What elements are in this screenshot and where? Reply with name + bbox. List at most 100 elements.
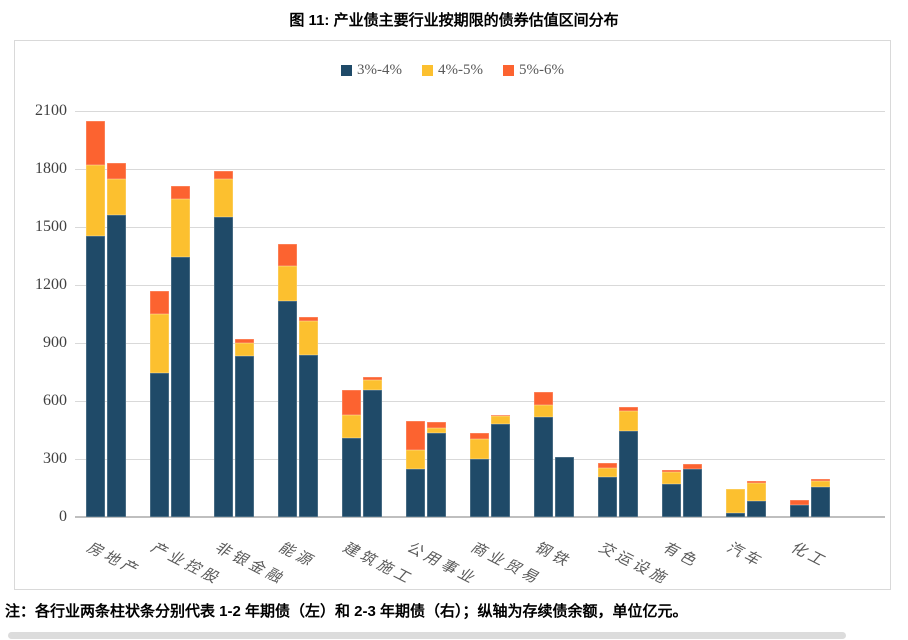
bar-segment-5%-6% — [790, 499, 809, 506]
bar-segment-4%-5% — [150, 314, 169, 373]
y-axis-tick-label: 1800 — [35, 160, 67, 177]
bar-segment-5%-6% — [299, 316, 318, 321]
legend-swatch-icon — [341, 65, 352, 76]
y-axis-tick-label: 0 — [59, 508, 67, 525]
bar-segment-4%-5% — [107, 178, 126, 216]
bar-segment-3%-4% — [790, 505, 809, 517]
stacked-bar-term-2-3y — [619, 406, 638, 517]
x-axis-line — [75, 516, 885, 518]
y-axis-tick-label: 300 — [43, 450, 67, 467]
bar-segment-5%-6% — [747, 481, 766, 484]
bar-segment-4%-5% — [427, 428, 446, 433]
stacked-bar-term-2-3y — [171, 186, 190, 517]
bar-segment-3%-4% — [107, 215, 126, 517]
chart-title: 图 11: 产业债主要行业按期限的债券估值区间分布 — [289, 12, 619, 29]
footnote: 注：各行业两条柱状条分别代表 1-2 年期债（左）和 2-3 年期债（右）；纵轴… — [5, 603, 688, 620]
gridline — [75, 342, 885, 344]
bar-segment-3%-4% — [811, 487, 830, 517]
bar-segment-3%-4% — [363, 390, 382, 517]
bar-segment-4%-5% — [470, 438, 489, 459]
bar-segment-5%-6% — [811, 479, 830, 482]
bar-segment-4%-5% — [598, 467, 617, 478]
stacked-bar-term-2-3y — [107, 163, 126, 517]
bar-segment-5%-6% — [470, 432, 489, 439]
bar-segment-5%-6% — [86, 120, 105, 166]
bar-segment-3%-4% — [406, 468, 425, 517]
legend-label: 3%-4% — [357, 62, 402, 78]
bar-segment-3%-4% — [747, 500, 766, 517]
bar-segment-3%-4% — [470, 459, 489, 517]
bar-segment-4%-5% — [235, 343, 254, 356]
legend-item: 3%-4% — [341, 62, 402, 79]
stacked-bar-term-1-2y — [406, 421, 425, 517]
stacked-bar-term-1-2y — [214, 170, 233, 517]
bar-segment-4%-5% — [534, 404, 553, 418]
stacked-bar-term-2-3y — [491, 414, 510, 517]
bar-segment-4%-5% — [491, 416, 510, 425]
stacked-bar-term-2-3y — [555, 457, 574, 517]
bar-segment-3%-4% — [214, 217, 233, 517]
stacked-bar-term-1-2y — [86, 120, 105, 517]
bar-segment-4%-5% — [811, 481, 830, 488]
bar-segment-4%-5% — [171, 198, 190, 257]
stacked-bar-term-2-3y — [747, 481, 766, 517]
legend-item: 5%-6% — [503, 62, 564, 79]
gridline — [75, 400, 885, 402]
bar-segment-5%-6% — [427, 422, 446, 429]
bar-segment-3%-4% — [150, 372, 169, 517]
stacked-bar-term-1-2y — [150, 290, 169, 517]
bar-segment-4%-5% — [214, 178, 233, 218]
y-axis-tick-label: 600 — [43, 392, 67, 409]
bar-segment-5%-6% — [491, 414, 510, 417]
stacked-bar-term-1-2y — [534, 392, 553, 517]
bar-segment-3%-4% — [683, 468, 702, 517]
bar-segment-3%-4% — [342, 437, 361, 517]
bar-segment-5%-6% — [278, 244, 297, 266]
bar-segment-4%-5% — [278, 265, 297, 302]
stacked-bar-term-2-3y — [363, 376, 382, 517]
bar-segment-4%-5% — [86, 165, 105, 236]
stacked-bar-term-2-3y — [427, 422, 446, 517]
stacked-bar-term-1-2y — [470, 432, 489, 517]
legend-swatch-icon — [503, 65, 514, 76]
stacked-bar-term-2-3y — [683, 463, 702, 517]
bar-segment-4%-5% — [406, 450, 425, 469]
legend: 3%-4% 4%-5% 5%-6% — [15, 62, 890, 79]
stacked-bar-term-1-2y — [598, 462, 617, 517]
stacked-bar-term-2-3y — [811, 479, 830, 517]
bar-segment-3%-4% — [726, 513, 745, 517]
bar-segment-5%-6% — [534, 392, 553, 405]
legend-item: 4%-5% — [422, 62, 483, 79]
bar-segment-5%-6% — [619, 406, 638, 411]
bar-segment-3%-4% — [534, 417, 553, 517]
bar-segment-3%-4% — [299, 354, 318, 517]
stacked-bar-term-1-2y — [726, 488, 745, 517]
bar-segment-5%-6% — [662, 469, 681, 472]
bar-segment-3%-4% — [555, 457, 574, 517]
bar-segment-4%-5% — [619, 410, 638, 431]
bar-segment-3%-4% — [662, 484, 681, 517]
bar-segment-4%-5% — [662, 471, 681, 485]
bar-segment-4%-5% — [747, 483, 766, 501]
bar-segment-4%-5% — [342, 414, 361, 438]
legend-swatch-icon — [422, 65, 433, 76]
gridline — [75, 168, 885, 170]
bar-segment-3%-4% — [171, 256, 190, 517]
stacked-bar-term-2-3y — [299, 316, 318, 517]
stacked-bar-term-1-2y — [342, 390, 361, 517]
legend-label: 4%-5% — [438, 62, 483, 78]
y-axis-tick-label: 2100 — [35, 102, 67, 119]
gridline — [75, 110, 885, 112]
bar-segment-4%-5% — [363, 379, 382, 391]
bar-segment-5%-6% — [171, 186, 190, 199]
bar-segment-3%-4% — [598, 477, 617, 517]
bar-segment-5%-6% — [214, 170, 233, 179]
legend-label: 5%-6% — [519, 62, 564, 78]
gridline — [75, 226, 885, 228]
y-axis-tick-label: 900 — [43, 334, 67, 351]
bar-segment-3%-4% — [427, 432, 446, 517]
horizontal-scrollbar-thumb[interactable] — [8, 632, 846, 639]
bar-segment-5%-6% — [363, 376, 382, 380]
bar-segment-3%-4% — [619, 430, 638, 517]
